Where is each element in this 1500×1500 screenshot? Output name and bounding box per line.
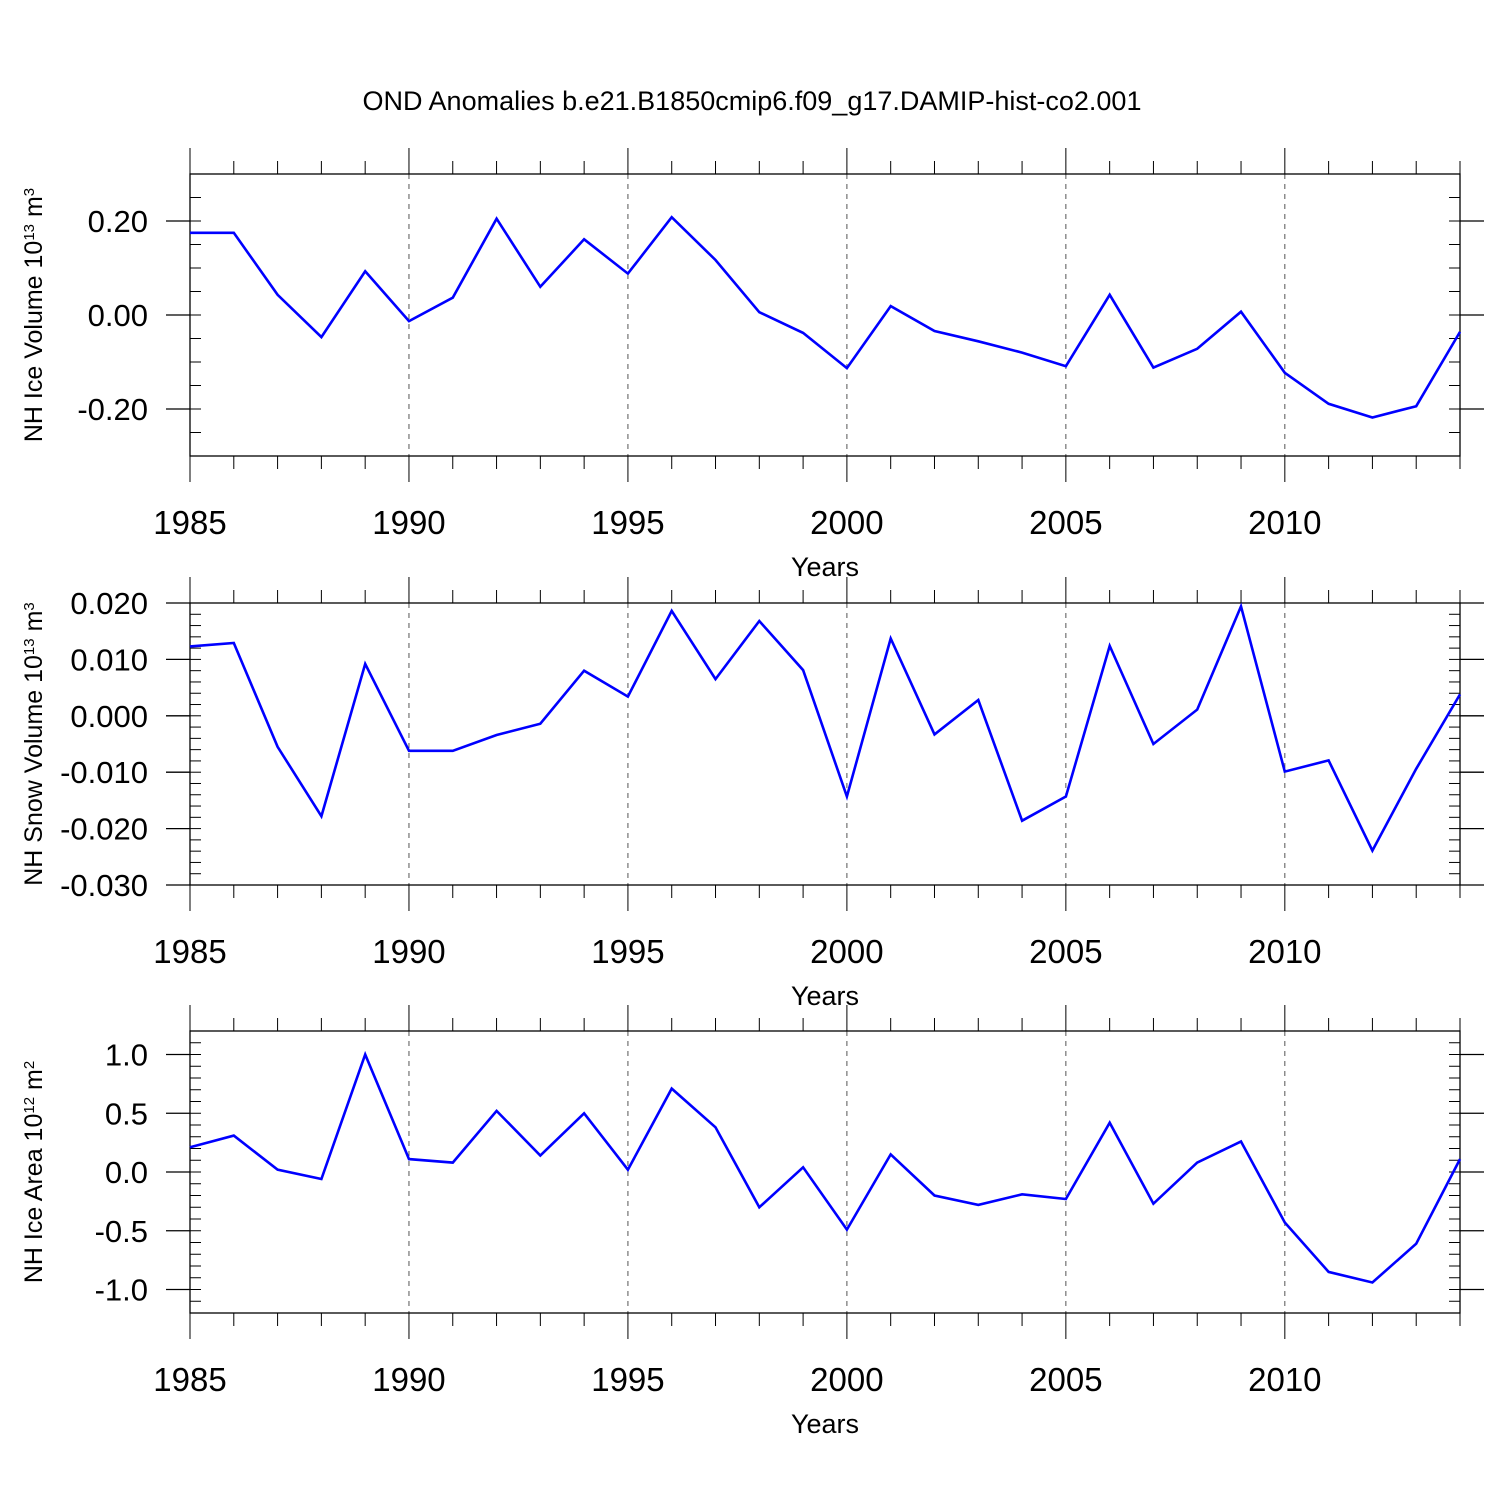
x-tick-label: 2000	[810, 1361, 883, 1398]
y-label-text: NH Ice Volume 10	[20, 241, 48, 443]
x-tick-label: 1990	[372, 1361, 445, 1398]
panel-1: 0.20 0.00 -0.20 1985 1990 1995 2000 2005 2010 Yea…	[20, 148, 1484, 582]
x-tick-label: 1990	[372, 504, 445, 541]
x-tick-label: 2005	[1029, 933, 1102, 970]
x-tick-label: 1995	[591, 1361, 664, 1398]
x-tick-label: 1985	[153, 504, 226, 541]
y-label-superscript: 13	[21, 224, 38, 241]
y-label-superscript: 13	[21, 638, 38, 655]
x-tick-label: 1985	[153, 1361, 226, 1398]
y-label-superscript: 2	[21, 1061, 38, 1069]
y-tick-label: 0.000	[70, 699, 148, 734]
plot-frame	[189, 1030, 1461, 1314]
y-label-text: m	[20, 1069, 48, 1097]
x-axis-label: Years	[791, 1409, 859, 1439]
y-tick-label: 0.5	[105, 1096, 148, 1131]
plot-frame	[189, 173, 1461, 457]
y-tick-label: 0.20	[88, 204, 148, 239]
y-tick-label: -0.5	[95, 1214, 148, 1249]
plot-frame	[189, 602, 1461, 886]
x-tick-label: 1995	[591, 933, 664, 970]
x-tick-label: 2000	[810, 933, 883, 970]
y-label-text: m	[20, 611, 48, 639]
series-line	[189, 1050, 1462, 1284]
x-tick-label: 1995	[591, 504, 664, 541]
y-tick-label: 1.0	[105, 1038, 148, 1073]
panel-3: 1.0 0.5 0.0 -0.5 -1.0 1985 1990 1995 2000 2005 201…	[20, 1005, 1484, 1439]
y-tick-label: -1.0	[95, 1273, 148, 1308]
x-tick-label: 2010	[1248, 1361, 1321, 1398]
y-axis-label: NH Snow Volume 1013 m3	[20, 602, 48, 886]
y-tick-label: 0.020	[70, 586, 148, 621]
x-tick-label: 1985	[153, 933, 226, 970]
y-label-superscript: 3	[21, 602, 38, 610]
y-tick-label: 0.010	[70, 642, 148, 677]
x-tick-label: 2005	[1029, 504, 1102, 541]
y-tick-label: 0.00	[88, 298, 148, 333]
x-tick-label: 2010	[1248, 504, 1321, 541]
y-tick-label: -0.030	[60, 868, 148, 903]
y-tick-label: -0.010	[60, 755, 148, 790]
y-tick-label: -0.020	[60, 812, 148, 847]
y-axis-label: NH Ice Volume 1013 m3	[20, 188, 48, 442]
x-tick-label: 2005	[1029, 1361, 1102, 1398]
chart-title: OND Anomalies b.e21.B1850cmip6.f09_g17.D…	[363, 86, 1142, 116]
x-tick-label: 2010	[1248, 933, 1321, 970]
y-label-text: NH Ice Area 10	[20, 1114, 48, 1284]
y-label-superscript: 12	[21, 1097, 38, 1114]
series-line	[189, 602, 1462, 854]
y-label-superscript: 3	[21, 188, 38, 196]
y-axis-label: NH Ice Area 1012 m2	[20, 1061, 48, 1283]
x-tick-label: 1990	[372, 933, 445, 970]
x-axis-label: Years	[791, 552, 859, 582]
y-tick-label: 0.0	[105, 1155, 148, 1190]
y-tick-label: -0.20	[77, 392, 148, 427]
y-label-text: NH Snow Volume 10	[20, 655, 48, 886]
y-label-text: m	[20, 196, 48, 224]
x-tick-label: 2000	[810, 504, 883, 541]
series-line	[190, 215, 1462, 419]
x-axis-label: Years	[791, 981, 859, 1011]
